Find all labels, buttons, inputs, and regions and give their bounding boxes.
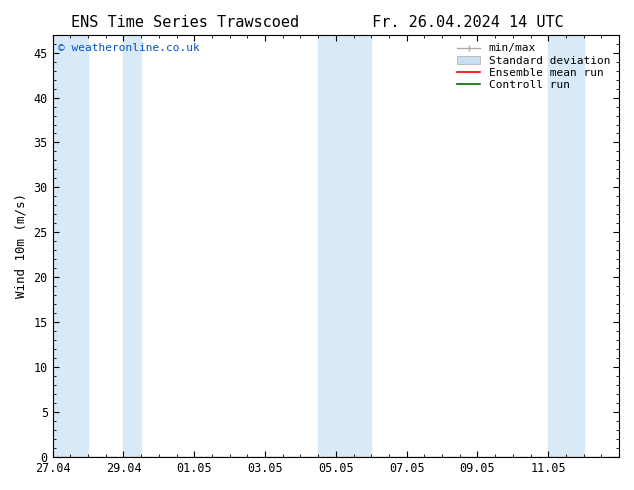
Bar [548, 35, 584, 457]
Text: © weatheronline.co.uk: © weatheronline.co.uk [58, 43, 200, 53]
Legend: min/max, Standard deviation, Ensemble mean run, Controll run: min/max, Standard deviation, Ensemble me… [454, 40, 614, 94]
Bar [318, 35, 372, 457]
Y-axis label: Wind 10m (m/s): Wind 10m (m/s) [15, 194, 28, 298]
Bar [124, 35, 141, 457]
Text: ENS Time Series Trawscoed        Fr. 26.04.2024 14 UTC: ENS Time Series Trawscoed Fr. 26.04.2024… [70, 15, 564, 30]
Bar [53, 35, 88, 457]
